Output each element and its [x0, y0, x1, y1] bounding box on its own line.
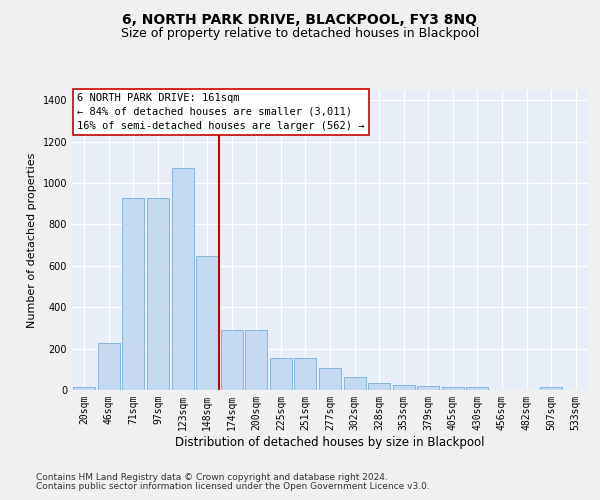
Bar: [392, 385, 415, 390]
Bar: [540, 387, 562, 390]
Bar: [295, 358, 316, 390]
Bar: [98, 344, 120, 390]
Bar: [73, 387, 95, 390]
Bar: [319, 368, 341, 390]
Bar: [147, 198, 169, 390]
Bar: [122, 198, 145, 390]
Bar: [221, 330, 243, 390]
Text: 6, NORTH PARK DRIVE, BLACKPOOL, FY3 8NQ: 6, NORTH PARK DRIVE, BLACKPOOL, FY3 8NQ: [122, 12, 478, 26]
Bar: [172, 168, 194, 390]
Bar: [196, 256, 218, 390]
Text: Contains HM Land Registry data © Crown copyright and database right 2024.: Contains HM Land Registry data © Crown c…: [36, 473, 388, 482]
Bar: [417, 386, 439, 390]
Bar: [466, 387, 488, 390]
Text: Size of property relative to detached houses in Blackpool: Size of property relative to detached ho…: [121, 28, 479, 40]
X-axis label: Distribution of detached houses by size in Blackpool: Distribution of detached houses by size …: [175, 436, 485, 448]
Bar: [442, 387, 464, 390]
Bar: [344, 376, 365, 390]
Bar: [245, 330, 268, 390]
Text: 6 NORTH PARK DRIVE: 161sqm
← 84% of detached houses are smaller (3,011)
16% of s: 6 NORTH PARK DRIVE: 161sqm ← 84% of deta…: [77, 93, 365, 131]
Text: Contains public sector information licensed under the Open Government Licence v3: Contains public sector information licen…: [36, 482, 430, 491]
Bar: [270, 358, 292, 390]
Bar: [368, 383, 390, 390]
Y-axis label: Number of detached properties: Number of detached properties: [27, 152, 37, 328]
